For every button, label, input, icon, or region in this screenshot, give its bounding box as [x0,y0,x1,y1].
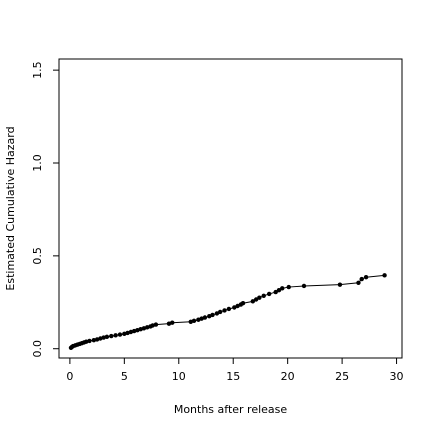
x-tick-label: 5 [121,370,128,383]
data-point [210,312,215,318]
data-point [191,318,197,324]
data-point [232,305,237,310]
y-axis: 0.0 0.5 1.0 1.5 [31,61,59,357]
data-point [117,332,123,337]
x-tick-label: 20 [281,370,295,383]
data-point [276,288,282,293]
data-point [202,315,208,320]
x-tick-label: 25 [335,370,349,383]
data-point [222,308,227,313]
data-point [113,333,118,338]
y-axis-title: Estimated Cumulative Hazard [4,126,17,290]
data-point [273,289,278,295]
data-point [153,322,159,327]
data-point [337,282,343,287]
y-tick-label: 1.5 [31,61,44,79]
y-tick-label: 0.5 [31,247,44,265]
x-tick-label: 0 [66,370,73,383]
x-tick-label: 15 [226,370,240,383]
data-point [356,280,361,285]
data-point [253,297,259,302]
data-point [214,311,220,316]
data-point [250,299,256,304]
data-point [170,320,175,325]
plot-frame [58,58,403,359]
data-point [266,291,272,297]
data-point [286,284,291,290]
data-point [280,286,285,291]
data-point [240,301,246,306]
data-point [217,309,223,315]
data-point [359,276,364,282]
x-tick-label: 30 [390,370,404,383]
data-point [257,295,262,300]
y-tick-label: 0.0 [31,340,44,358]
data-point [363,275,369,280]
x-axis: 0 5 10 15 20 25 30 [66,358,404,383]
data-point [382,273,387,278]
data-point [87,338,92,344]
y-tick-label: 1.0 [31,154,44,172]
data-point [301,283,307,289]
x-axis-title: Months after release [174,403,288,416]
series-layer [68,273,387,350]
data-point [109,333,114,339]
data-point [226,306,232,312]
data-point [261,293,266,298]
data-point [104,334,110,340]
x-tick-label: 10 [172,370,186,383]
